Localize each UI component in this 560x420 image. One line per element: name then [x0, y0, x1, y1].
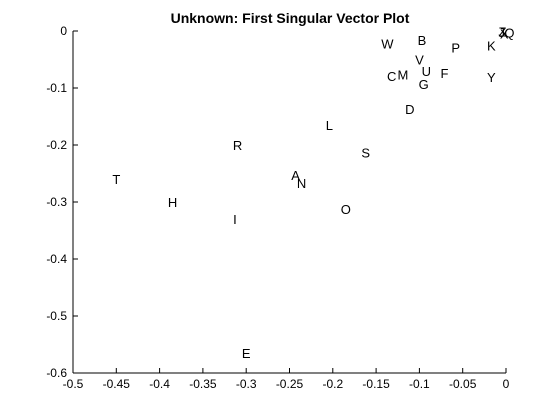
x-tick-label: -0.2 — [322, 377, 343, 391]
data-point-label: X — [500, 26, 509, 41]
x-tick-label: -0.5 — [63, 377, 84, 391]
y-tick-label: -0.2 — [46, 138, 67, 152]
data-point-label: K — [487, 38, 496, 53]
data-point-label: Z — [499, 25, 507, 40]
data-point-label: S — [361, 145, 370, 160]
chart-title: Unknown: First Singular Vector Plot — [171, 10, 410, 26]
y-tick-label: -0.5 — [46, 309, 67, 323]
x-tick-label: -0.1 — [409, 377, 430, 391]
data-point-label: T — [112, 172, 120, 187]
y-tick-label: -0.4 — [46, 252, 67, 266]
x-tick-label: -0.35 — [189, 377, 217, 391]
data-point-label: G — [419, 77, 429, 92]
data-point-label: N — [297, 176, 306, 191]
x-tick-label: 0 — [503, 377, 510, 391]
x-tick-label: -0.3 — [236, 377, 257, 391]
data-point-label: H — [168, 195, 177, 210]
data-point-label: F — [441, 66, 449, 81]
y-tick-label: 0 — [60, 24, 67, 38]
data-point-label: B — [418, 33, 427, 48]
data-point-label: C — [387, 69, 396, 84]
data-point-label: P — [451, 41, 460, 56]
data-point-label: W — [381, 37, 394, 52]
data-point-label: E — [242, 346, 251, 361]
axes: -0.5 -0.45 -0.4 -0.35 -0.3 -0.25 -0.2 -0.15 -0.1… — [46, 24, 509, 391]
y-tick-label: -0.6 — [46, 366, 67, 380]
x-tick-label: -0.45 — [103, 377, 131, 391]
data-point-label: A — [291, 168, 300, 183]
y-tick-label: -0.1 — [46, 81, 67, 95]
data-point-label: I — [233, 212, 237, 227]
data-point-label: V — [415, 53, 424, 68]
data-point-label: Y — [487, 70, 496, 85]
x-tick-label: -0.25 — [276, 377, 304, 391]
data-point-label: Q — [504, 26, 514, 41]
x-tick-label: -0.4 — [149, 377, 170, 391]
y-tick-label: -0.3 — [46, 195, 67, 209]
data-point-label: M — [398, 67, 409, 82]
x-tick-label: -0.15 — [362, 377, 390, 391]
data-point-label: O — [341, 202, 351, 217]
data-point-label: R — [233, 138, 242, 153]
data-point-label: J — [498, 25, 505, 40]
data-point-label: D — [405, 102, 414, 117]
x-tick-label: -0.05 — [449, 377, 477, 391]
data-point-label: U — [422, 64, 431, 79]
data-point-label: L — [326, 118, 333, 133]
